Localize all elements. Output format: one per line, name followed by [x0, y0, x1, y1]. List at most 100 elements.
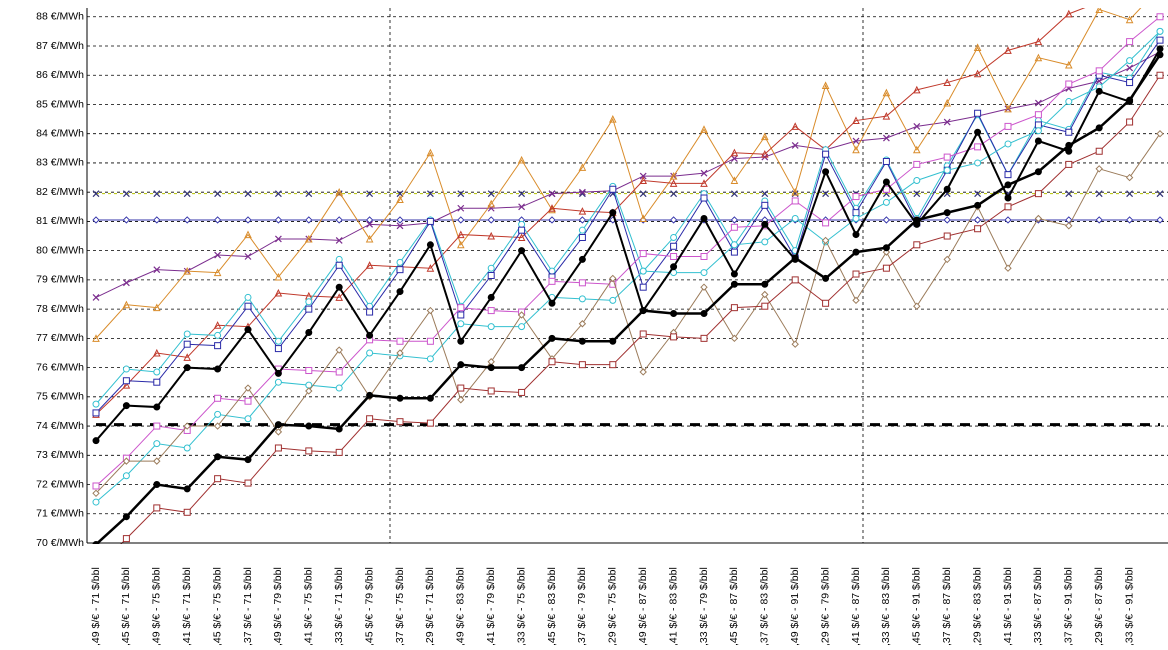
marker [1034, 37, 1043, 46]
marker [1126, 38, 1134, 46]
marker [1034, 53, 1043, 62]
marker [396, 349, 404, 357]
marker [1156, 27, 1164, 35]
marker [852, 137, 860, 145]
marker [366, 391, 374, 399]
marker [608, 114, 617, 123]
marker [548, 204, 556, 212]
series-line [95, 31, 1161, 405]
x-tick-label: ,41 $/€ - 71 $/bbl [181, 567, 193, 646]
marker [730, 280, 738, 288]
y-tick-label: 83 €/MWh [36, 157, 84, 169]
marker [1156, 51, 1164, 59]
marker [882, 216, 891, 224]
marker [639, 267, 647, 275]
marker [122, 216, 131, 224]
marker [274, 288, 283, 297]
x-tick-label: ,41 $/€ - 83 $/bbl [667, 567, 679, 646]
marker [274, 345, 282, 353]
marker [396, 418, 404, 426]
marker [183, 216, 191, 224]
marker [214, 190, 222, 198]
marker [639, 176, 648, 184]
marker [700, 283, 708, 291]
marker [822, 168, 830, 176]
marker [761, 302, 769, 310]
y-tick-label: 75 €/MWh [36, 391, 84, 403]
marker [700, 125, 708, 133]
marker [882, 157, 890, 165]
marker [122, 190, 130, 198]
x-tick-label: ,29 $/€ - 83 $/bbl [971, 567, 983, 646]
marker [457, 216, 465, 224]
x-tick-label: ,45 $/€ - 71 $/bbl [120, 567, 132, 646]
marker [913, 241, 921, 249]
marker [1065, 222, 1073, 230]
marker [305, 329, 313, 337]
marker [457, 384, 465, 392]
marker [943, 78, 952, 87]
marker [700, 310, 708, 318]
marker [791, 141, 799, 149]
marker [183, 190, 191, 198]
marker [335, 188, 344, 196]
marker [1095, 8, 1104, 13]
marker [153, 216, 161, 224]
marker [122, 381, 131, 389]
marker [1065, 128, 1073, 136]
marker [487, 231, 496, 240]
marker [244, 415, 252, 423]
marker [913, 302, 921, 310]
marker [882, 244, 890, 252]
marker [670, 252, 678, 260]
marker [639, 368, 647, 376]
marker [791, 276, 799, 284]
marker [274, 337, 282, 345]
y-tick-label: 85 €/MWh [36, 98, 84, 110]
marker [730, 155, 738, 162]
marker [1004, 181, 1012, 189]
marker [974, 190, 982, 198]
marker [700, 194, 708, 202]
marker [639, 307, 647, 315]
marker [943, 185, 951, 193]
marker [92, 216, 100, 224]
x-tick-label: ,33 $/€ - 87 $/bbl [1032, 567, 1044, 646]
marker [578, 361, 586, 369]
marker [639, 250, 647, 258]
marker [92, 437, 100, 445]
marker [1004, 122, 1012, 130]
x-tick-label: ,49 $/€ - 83 $/bbl [455, 567, 467, 646]
marker [517, 233, 526, 241]
marker [335, 346, 343, 354]
marker [669, 179, 678, 187]
marker [1156, 216, 1164, 224]
x-tick-label: ,29 $/€ - 75 $/bbl [607, 567, 619, 646]
series-line [95, 31, 1161, 503]
marker [426, 217, 434, 225]
marker [517, 311, 526, 319]
plot-area [92, 8, 1164, 544]
marker [305, 216, 313, 224]
marker [639, 214, 648, 222]
marker [153, 266, 161, 274]
marker [153, 481, 161, 489]
marker [518, 323, 526, 331]
marker [335, 368, 343, 376]
marker [578, 226, 586, 234]
marker [1004, 216, 1012, 224]
marker [122, 279, 130, 287]
marker [791, 197, 799, 205]
marker [1034, 214, 1043, 223]
marker [730, 223, 738, 231]
marker [426, 337, 434, 345]
marker [1095, 87, 1103, 95]
marker [92, 540, 100, 544]
marker [487, 323, 495, 331]
marker [122, 300, 131, 309]
marker [791, 122, 800, 130]
labels: 70 €/MWh 71 €/MWh 72 €/MWh 73 €/MWh 74 €/MWh… [36, 11, 1135, 646]
marker [1156, 45, 1164, 53]
marker [274, 444, 282, 452]
